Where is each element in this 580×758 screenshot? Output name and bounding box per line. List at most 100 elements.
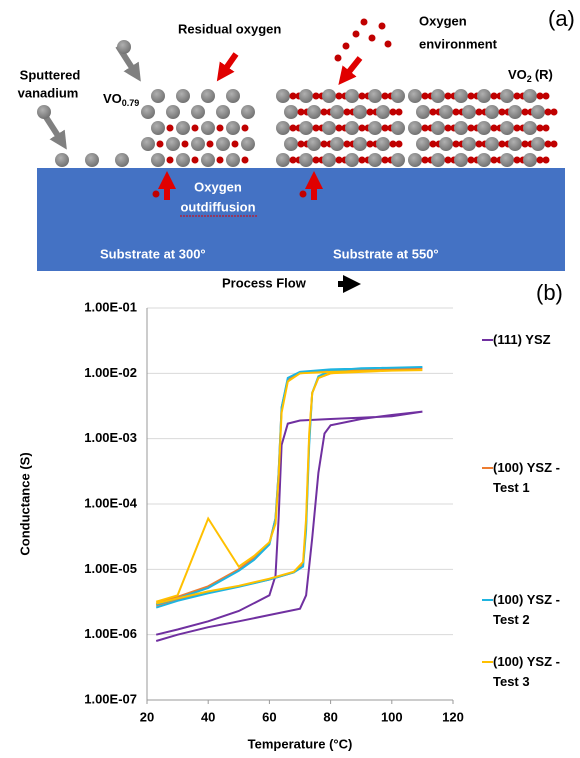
vanadium-atom [176, 121, 190, 135]
oxygen-atom [389, 140, 397, 148]
vanadium-atom [299, 153, 313, 167]
oxygen-atom [498, 108, 506, 116]
oxygen-atom [312, 124, 320, 132]
vanadium-atom [322, 121, 336, 135]
vanadium-atom [368, 121, 382, 135]
residual-label: Residual oxygen [178, 21, 281, 36]
vanadium-atom [276, 153, 290, 167]
oxygen-atom [335, 124, 343, 132]
vanadium-atom [141, 105, 155, 119]
legend-label: (100) YSZ - Test 2 [493, 592, 560, 627]
vanadium-atom [477, 153, 491, 167]
vanadium-atom [330, 105, 344, 119]
x-tick-label: 60 [262, 709, 276, 724]
chart: (b) Temperature (°C) Conductance (S) 1.0… [17, 280, 562, 752]
vanadium-atom [408, 89, 422, 103]
panel-label: (a) [548, 6, 575, 31]
oxygen-atom [521, 108, 529, 116]
oxygen-atom [381, 92, 389, 100]
oxygen-atom [536, 124, 544, 132]
oxygen-atom [366, 108, 374, 116]
environment-label: environment [419, 36, 498, 51]
outdiffusion-label: outdiffusion [180, 199, 255, 214]
vanadium-atom [353, 137, 367, 151]
oxygen-atom [166, 156, 174, 164]
vanadium-atom [531, 137, 545, 151]
vanadium-atom [201, 89, 215, 103]
vanadium-atom [523, 153, 537, 167]
substrate-label: Substrate at 300° [100, 246, 206, 261]
oxygen-atom [544, 108, 552, 116]
sputter-arrow [41, 112, 67, 150]
legend-marker [482, 599, 493, 601]
y-tick-label: 1.00E-01 [84, 299, 137, 314]
y-axis-title: Conductance (S) [17, 452, 32, 555]
vanadium-atom [345, 121, 359, 135]
oxygen-atom [191, 156, 199, 164]
oxygen-atom [368, 34, 376, 42]
oxygen-atom [536, 92, 544, 100]
process-label: Process Flow [222, 275, 307, 290]
vanadium-atom [485, 105, 499, 119]
vanadium-atom [330, 137, 344, 151]
oxygen-atom [320, 108, 328, 116]
oxygen-atom [550, 140, 558, 148]
x-axis-title: Temperature (°C) [248, 736, 353, 751]
oxygen-atom [452, 108, 460, 116]
oxygen-atom [343, 140, 351, 148]
vanadium-atom [523, 89, 537, 103]
vanadium-atom [55, 153, 69, 167]
oxygen-atom [444, 124, 452, 132]
oxygen-atom [452, 140, 460, 148]
outdiffusion-label: Oxygen [194, 179, 242, 194]
oxygen-atom [521, 140, 529, 148]
oxygen-atom [421, 124, 429, 132]
vanadium-atom [477, 89, 491, 103]
oxygen-atom [381, 156, 389, 164]
vanadium-atom [345, 153, 359, 167]
legend-label: (100) YSZ - Test 3 [493, 654, 560, 689]
vanadium-atom [462, 105, 476, 119]
vanadium-atom [299, 89, 313, 103]
vanadium-atom [176, 89, 190, 103]
vanadium-atom [322, 153, 336, 167]
oxygen-atom [513, 92, 521, 100]
vanadium-atom [431, 121, 445, 135]
oxygen-atom [475, 140, 483, 148]
vanadium-atom [439, 105, 453, 119]
oxygen-atom [378, 22, 386, 30]
oxygen-atom [444, 92, 452, 100]
oxygen-atom [191, 124, 199, 132]
oxygen-atom [429, 108, 437, 116]
oxygen-atom [381, 124, 389, 132]
legend-label: (100) YSZ - Test 1 [493, 460, 560, 495]
vanadium-atom [37, 105, 51, 119]
series-line [155, 369, 423, 605]
vanadium-atom [454, 121, 468, 135]
oxygen-atom [297, 108, 305, 116]
oxygen-atom [312, 92, 320, 100]
subscript: 0.79 [122, 98, 140, 108]
vanadium-atom [322, 89, 336, 103]
vanadium-atom [201, 121, 215, 135]
oxygen-atom [395, 108, 403, 116]
vanadium-atom [454, 89, 468, 103]
oxygen-atom [241, 124, 249, 132]
oxygen-atom [384, 40, 392, 48]
oxygen-atom [395, 140, 403, 148]
y-tick-label: 1.00E-02 [84, 365, 137, 380]
oxygen-atom [467, 156, 475, 164]
formula: VO [508, 67, 527, 82]
oxygen-atom [320, 140, 328, 148]
oxygen-atom [156, 140, 164, 148]
oxygen-atom [421, 156, 429, 164]
oxygen-atom [352, 30, 360, 38]
oxygen-atom [366, 140, 374, 148]
vanadium-atom [508, 105, 522, 119]
oxygen-atom [389, 108, 397, 116]
vanadium-atom [115, 153, 129, 167]
legend-marker [482, 467, 493, 469]
sputter-label: Sputtered [20, 67, 81, 82]
oxygen-atom [335, 156, 343, 164]
vanadium-atom [391, 89, 405, 103]
